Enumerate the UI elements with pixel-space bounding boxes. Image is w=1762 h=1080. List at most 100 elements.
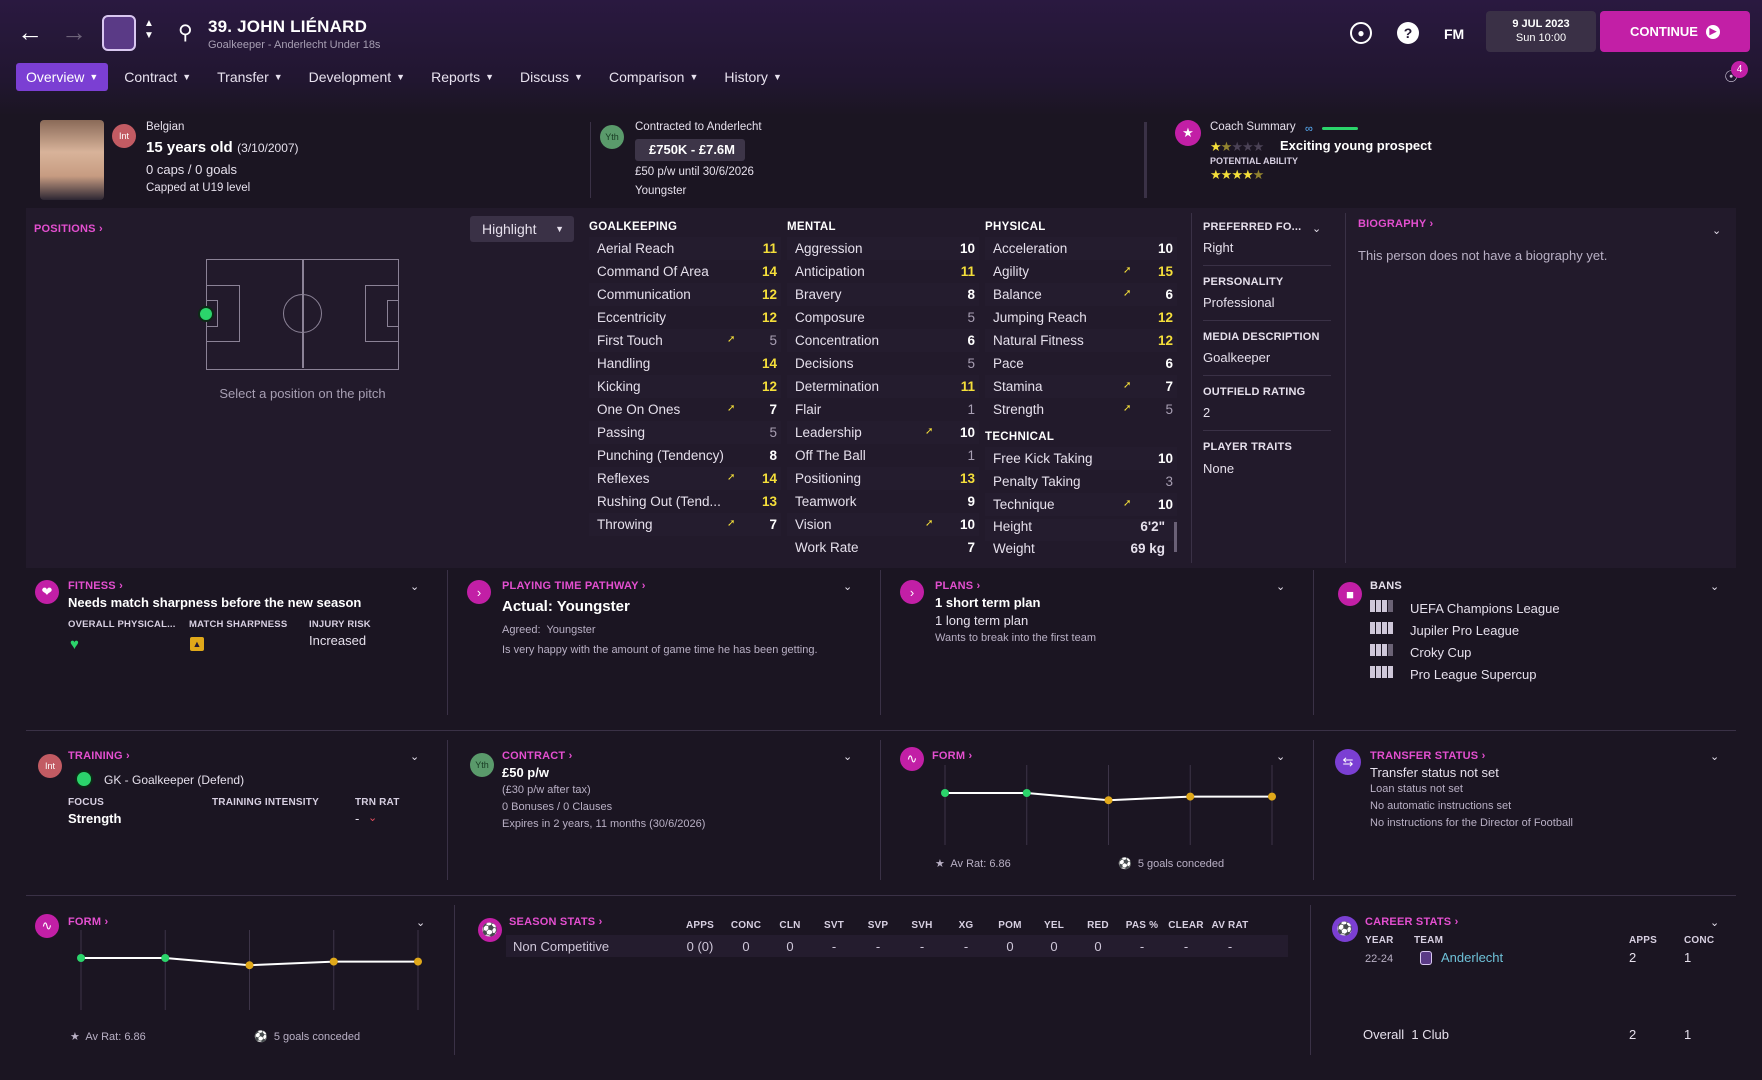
attribute-row[interactable]: Bravery 8 — [787, 283, 979, 306]
form-chart[interactable] — [930, 765, 1290, 865]
season-stats-row[interactable] — [506, 935, 1288, 957]
attribute-row[interactable]: Composure 5 — [787, 306, 979, 329]
season-stat-header[interactable]: SVT — [823, 920, 845, 931]
training-focus[interactable]: Strength — [68, 811, 122, 826]
form-link[interactable]: FORM › — [932, 750, 973, 762]
season-stat-header[interactable]: SVH — [911, 920, 933, 931]
back-arrow-icon[interactable]: ← — [17, 16, 43, 47]
contract-link[interactable]: CONTRACT › — [502, 750, 573, 762]
date-box[interactable]: 9 JUL 2023 Sun 10:00 — [1486, 11, 1596, 52]
tab-overview[interactable]: Overview ▼ — [16, 63, 109, 91]
scrollbar[interactable] — [1174, 522, 1177, 552]
chevron-down-icon[interactable]: ⌄ — [1710, 581, 1720, 593]
form-chart[interactable] — [66, 930, 436, 1030]
form-point[interactable] — [245, 961, 254, 970]
chevron-down-icon[interactable]: ⌄ — [410, 581, 420, 593]
season-stat-header[interactable]: YEL — [1043, 920, 1065, 931]
ban-item[interactable]: UEFA Champions League — [1370, 597, 1560, 619]
form-point[interactable] — [414, 957, 422, 966]
attribute-row[interactable]: Handling 14 — [589, 352, 781, 375]
season-stat-header[interactable]: PAS % — [1125, 920, 1159, 931]
attribute-row[interactable]: Communication 12 — [589, 283, 781, 306]
attribute-row[interactable]: Jumping Reach 12 — [985, 306, 1177, 329]
chevron-down-icon[interactable]: ⌄ — [1312, 223, 1322, 235]
chevron-down-icon[interactable]: ⌄ — [410, 751, 420, 763]
form-point[interactable] — [1104, 796, 1113, 805]
chevron-down-icon[interactable]: ⌄ — [1710, 917, 1720, 929]
attribute-row[interactable]: Punching (Tendency) 8 — [589, 444, 781, 467]
nationality[interactable]: Belgian — [146, 121, 185, 133]
tab-discuss[interactable]: Discuss ▼ — [510, 63, 593, 91]
chevron-down-icon[interactable]: ⌄ — [416, 917, 426, 929]
season-stat-header[interactable]: AV RAT — [1211, 920, 1249, 931]
form-point[interactable] — [1022, 789, 1031, 797]
season-stats-link[interactable]: SEASON STATS › — [509, 916, 603, 928]
attribute-row[interactable]: Penalty Taking 3 — [985, 470, 1177, 493]
attribute-row[interactable]: Acceleration 10 — [985, 237, 1177, 260]
attribute-row[interactable]: Vision ➚ 10 — [787, 513, 979, 536]
form-point[interactable] — [1186, 792, 1195, 801]
attribute-row[interactable]: Positioning 13 — [787, 467, 979, 490]
attribute-row[interactable]: Concentration 6 — [787, 329, 979, 352]
positions-link[interactable]: POSITIONS › — [34, 223, 103, 235]
coach-summary-label[interactable]: Coach Summary — [1210, 121, 1296, 133]
tab-history[interactable]: History ▼ — [714, 63, 791, 91]
form-point[interactable] — [161, 954, 170, 962]
value-pill[interactable]: £750K - £7.6M — [635, 139, 745, 161]
search-icon[interactable]: ⚲ — [178, 22, 193, 44]
attribute-row[interactable]: Balance ➚ 6 — [985, 283, 1177, 306]
attribute-row[interactable]: Teamwork 9 — [787, 490, 979, 513]
season-stat-header[interactable]: CONC — [730, 920, 762, 931]
form-point[interactable] — [941, 789, 949, 797]
season-stat-header[interactable]: CLN — [779, 920, 801, 931]
attribute-row[interactable]: Passing 5 — [589, 421, 781, 444]
highlight-dropdown[interactable]: Highlight ▼ — [470, 216, 574, 242]
attribute-row[interactable]: Command Of Area 14 — [589, 260, 781, 283]
chevron-down-icon[interactable]: ⌄ — [1276, 581, 1286, 593]
season-stat-header[interactable]: APPS — [685, 920, 715, 931]
contract-title[interactable]: Contracted to Anderlecht — [635, 121, 762, 133]
attribute-row[interactable]: Pace 6 — [985, 352, 1177, 375]
chevron-down-icon[interactable]: ⌄ — [1710, 751, 1720, 763]
long-term-plan[interactable]: 1 long term plan — [935, 613, 1029, 628]
form-point[interactable] — [77, 954, 85, 962]
attribute-row[interactable]: Eccentricity 12 — [589, 306, 781, 329]
form-link[interactable]: FORM › — [68, 916, 109, 928]
attribute-row[interactable]: Flair 1 — [787, 398, 979, 421]
scrollbar[interactable] — [1144, 122, 1147, 198]
tab-transfer[interactable]: Transfer ▼ — [207, 63, 293, 91]
training-link[interactable]: TRAINING › — [68, 750, 130, 762]
club-crest-icon[interactable] — [102, 15, 136, 51]
help-icon[interactable]: ? — [1397, 22, 1419, 44]
season-stat-header[interactable]: CLEAR — [1168, 920, 1204, 931]
gk-position-dot[interactable] — [198, 306, 214, 322]
attribute-row[interactable]: Natural Fitness 12 — [985, 329, 1177, 352]
attribute-row[interactable]: First Touch ➚ 5 — [589, 329, 781, 352]
attribute-row[interactable]: Anticipation 11 — [787, 260, 979, 283]
attribute-row[interactable]: Kicking 12 — [589, 375, 781, 398]
form-point[interactable] — [329, 957, 338, 966]
continue-button[interactable]: CONTINUE ▶ — [1600, 11, 1750, 52]
chevron-down-icon[interactable]: ⌄ — [843, 581, 853, 593]
globe-icon[interactable]: ● — [1350, 22, 1372, 44]
attribute-row[interactable]: Throwing ➚ 7 — [589, 513, 781, 536]
training-role[interactable]: GK - Goalkeeper (Defend) — [104, 773, 245, 787]
ban-item[interactable]: Croky Cup — [1370, 641, 1560, 663]
attribute-row[interactable]: Agility ➚ 15 — [985, 260, 1177, 283]
season-stat-header[interactable]: POM — [998, 920, 1022, 931]
forward-arrow-icon[interactable]: → — [61, 16, 87, 47]
pitch[interactable] — [198, 259, 399, 370]
attribute-row[interactable]: Aerial Reach 11 — [589, 237, 781, 260]
tab-comparison[interactable]: Comparison ▼ — [599, 63, 708, 91]
attribute-row[interactable]: Aggression 10 — [787, 237, 979, 260]
attribute-row[interactable]: Leadership ➚ 10 — [787, 421, 979, 444]
attribute-row[interactable]: Free Kick Taking 10 — [985, 447, 1177, 470]
attribute-row[interactable]: Off The Ball 1 — [787, 444, 979, 467]
season-stat-header[interactable]: XG — [958, 920, 974, 931]
career-team[interactable]: Anderlecht — [1441, 950, 1504, 965]
chevron-down-icon[interactable]: ⌄ — [1276, 751, 1286, 763]
chevron-down-icon[interactable]: ⌄ — [1712, 225, 1722, 237]
form-point[interactable] — [1268, 792, 1276, 801]
tab-contract[interactable]: Contract ▼ — [114, 63, 201, 91]
season-stat-header[interactable]: RED — [1087, 920, 1109, 931]
